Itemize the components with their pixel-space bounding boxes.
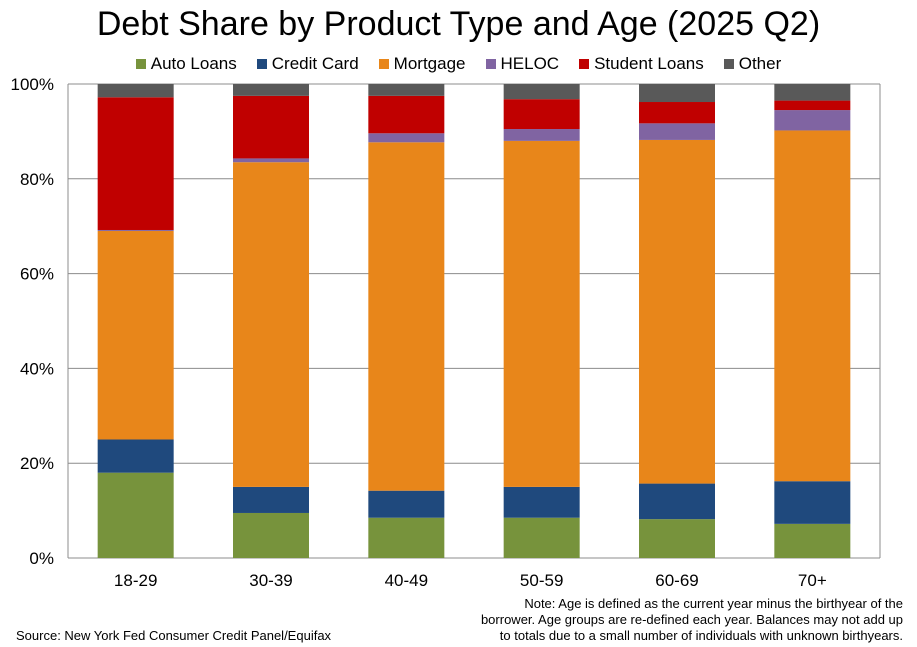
bar-segment [503, 517, 580, 558]
bar-segment [97, 97, 174, 230]
legend-label: Student Loans [594, 54, 704, 73]
legend-swatch [135, 59, 146, 69]
bar-segment [639, 519, 715, 558]
legend-swatch [256, 59, 267, 69]
age-note-line-1: Note: Age is defined as the current year… [524, 596, 903, 611]
legend: Auto Loans Credit Card Mortgage HELOC Studen… [0, 54, 917, 74]
x-tick-label: 18-29 [114, 571, 157, 590]
legend-item: HELOC [485, 54, 560, 74]
legend-item: Credit Card [256, 54, 359, 74]
x-tick-label: 30-39 [249, 571, 292, 590]
bar-segment [774, 110, 851, 131]
bar-segment [368, 142, 445, 491]
x-tick-label: 40-49 [385, 571, 428, 590]
legend-swatch [579, 59, 590, 69]
bar-segment [368, 84, 445, 96]
age-note-line-3: to totals due to a small number of indiv… [499, 628, 903, 643]
legend-label: Other [738, 54, 782, 73]
bar-segment [639, 102, 715, 124]
bar-segment [503, 129, 580, 141]
bar-segment [368, 133, 445, 143]
legend-swatch [485, 59, 496, 69]
legend-item: Mortgage [378, 54, 466, 74]
age-note-line-2: borrower. Age groups are re-defined each… [480, 612, 903, 627]
bar-segment [639, 123, 715, 140]
legend-label: HELOC [500, 54, 560, 73]
bar-segment [774, 481, 851, 524]
y-tick-label: 100% [11, 75, 54, 94]
bar-segment [503, 140, 580, 487]
bar-segment [503, 486, 580, 518]
chart-plot: 0% 20% 40% 60% 80% 100% 18-29 30-39 40-49 50-59 60… [11, 75, 881, 590]
bar-segment [774, 84, 851, 101]
legend-label: Mortgage [393, 54, 466, 73]
x-tick-label: 60-69 [655, 571, 698, 590]
bar-segment [97, 229, 174, 231]
bar-segment [233, 158, 309, 163]
bar-segment [233, 95, 309, 159]
bar-segment [774, 130, 851, 482]
legend-item: Other [723, 54, 782, 74]
bar-segment [97, 472, 174, 558]
bar-segment [774, 523, 851, 558]
bar-segment [97, 230, 174, 440]
legend-swatch [723, 59, 734, 69]
y-tick-label: 40% [20, 359, 54, 378]
bar-segment [368, 490, 445, 518]
legend-item: Auto Loans [135, 54, 237, 74]
bar-segment [233, 84, 309, 96]
bar-segment [97, 439, 174, 473]
legend-label: Auto Loans [150, 54, 237, 73]
y-tick-label: 80% [20, 170, 54, 189]
bar-segment [639, 139, 715, 484]
bar-segment [774, 100, 851, 111]
bar-segment [639, 84, 715, 103]
bar-segment [639, 483, 715, 520]
bar-segment [97, 84, 174, 98]
source-note: Source: New York Fed Consumer Credit Pan… [16, 628, 332, 643]
bar-segment [503, 99, 580, 130]
legend-label: Credit Card [271, 54, 359, 73]
legend-item: Student Loans [579, 54, 704, 74]
legend-swatch [378, 59, 389, 69]
bar-segment [503, 84, 580, 100]
bar-segment [233, 512, 309, 558]
age-note: Note: Age is defined as the current year… [463, 596, 903, 644]
y-tick-label: 60% [20, 265, 54, 284]
chart-title: Debt Share by Product Type and Age (2025… [96, 5, 821, 43]
bar-segment [368, 517, 445, 558]
y-tick-label: 0% [29, 549, 54, 568]
bar-segment [233, 162, 309, 487]
x-tick-label: 50-59 [520, 571, 563, 590]
x-tick-label: 70+ [798, 571, 827, 590]
bar-segment [233, 486, 309, 513]
y-tick-label: 20% [20, 454, 54, 473]
bar-segment [368, 95, 445, 134]
